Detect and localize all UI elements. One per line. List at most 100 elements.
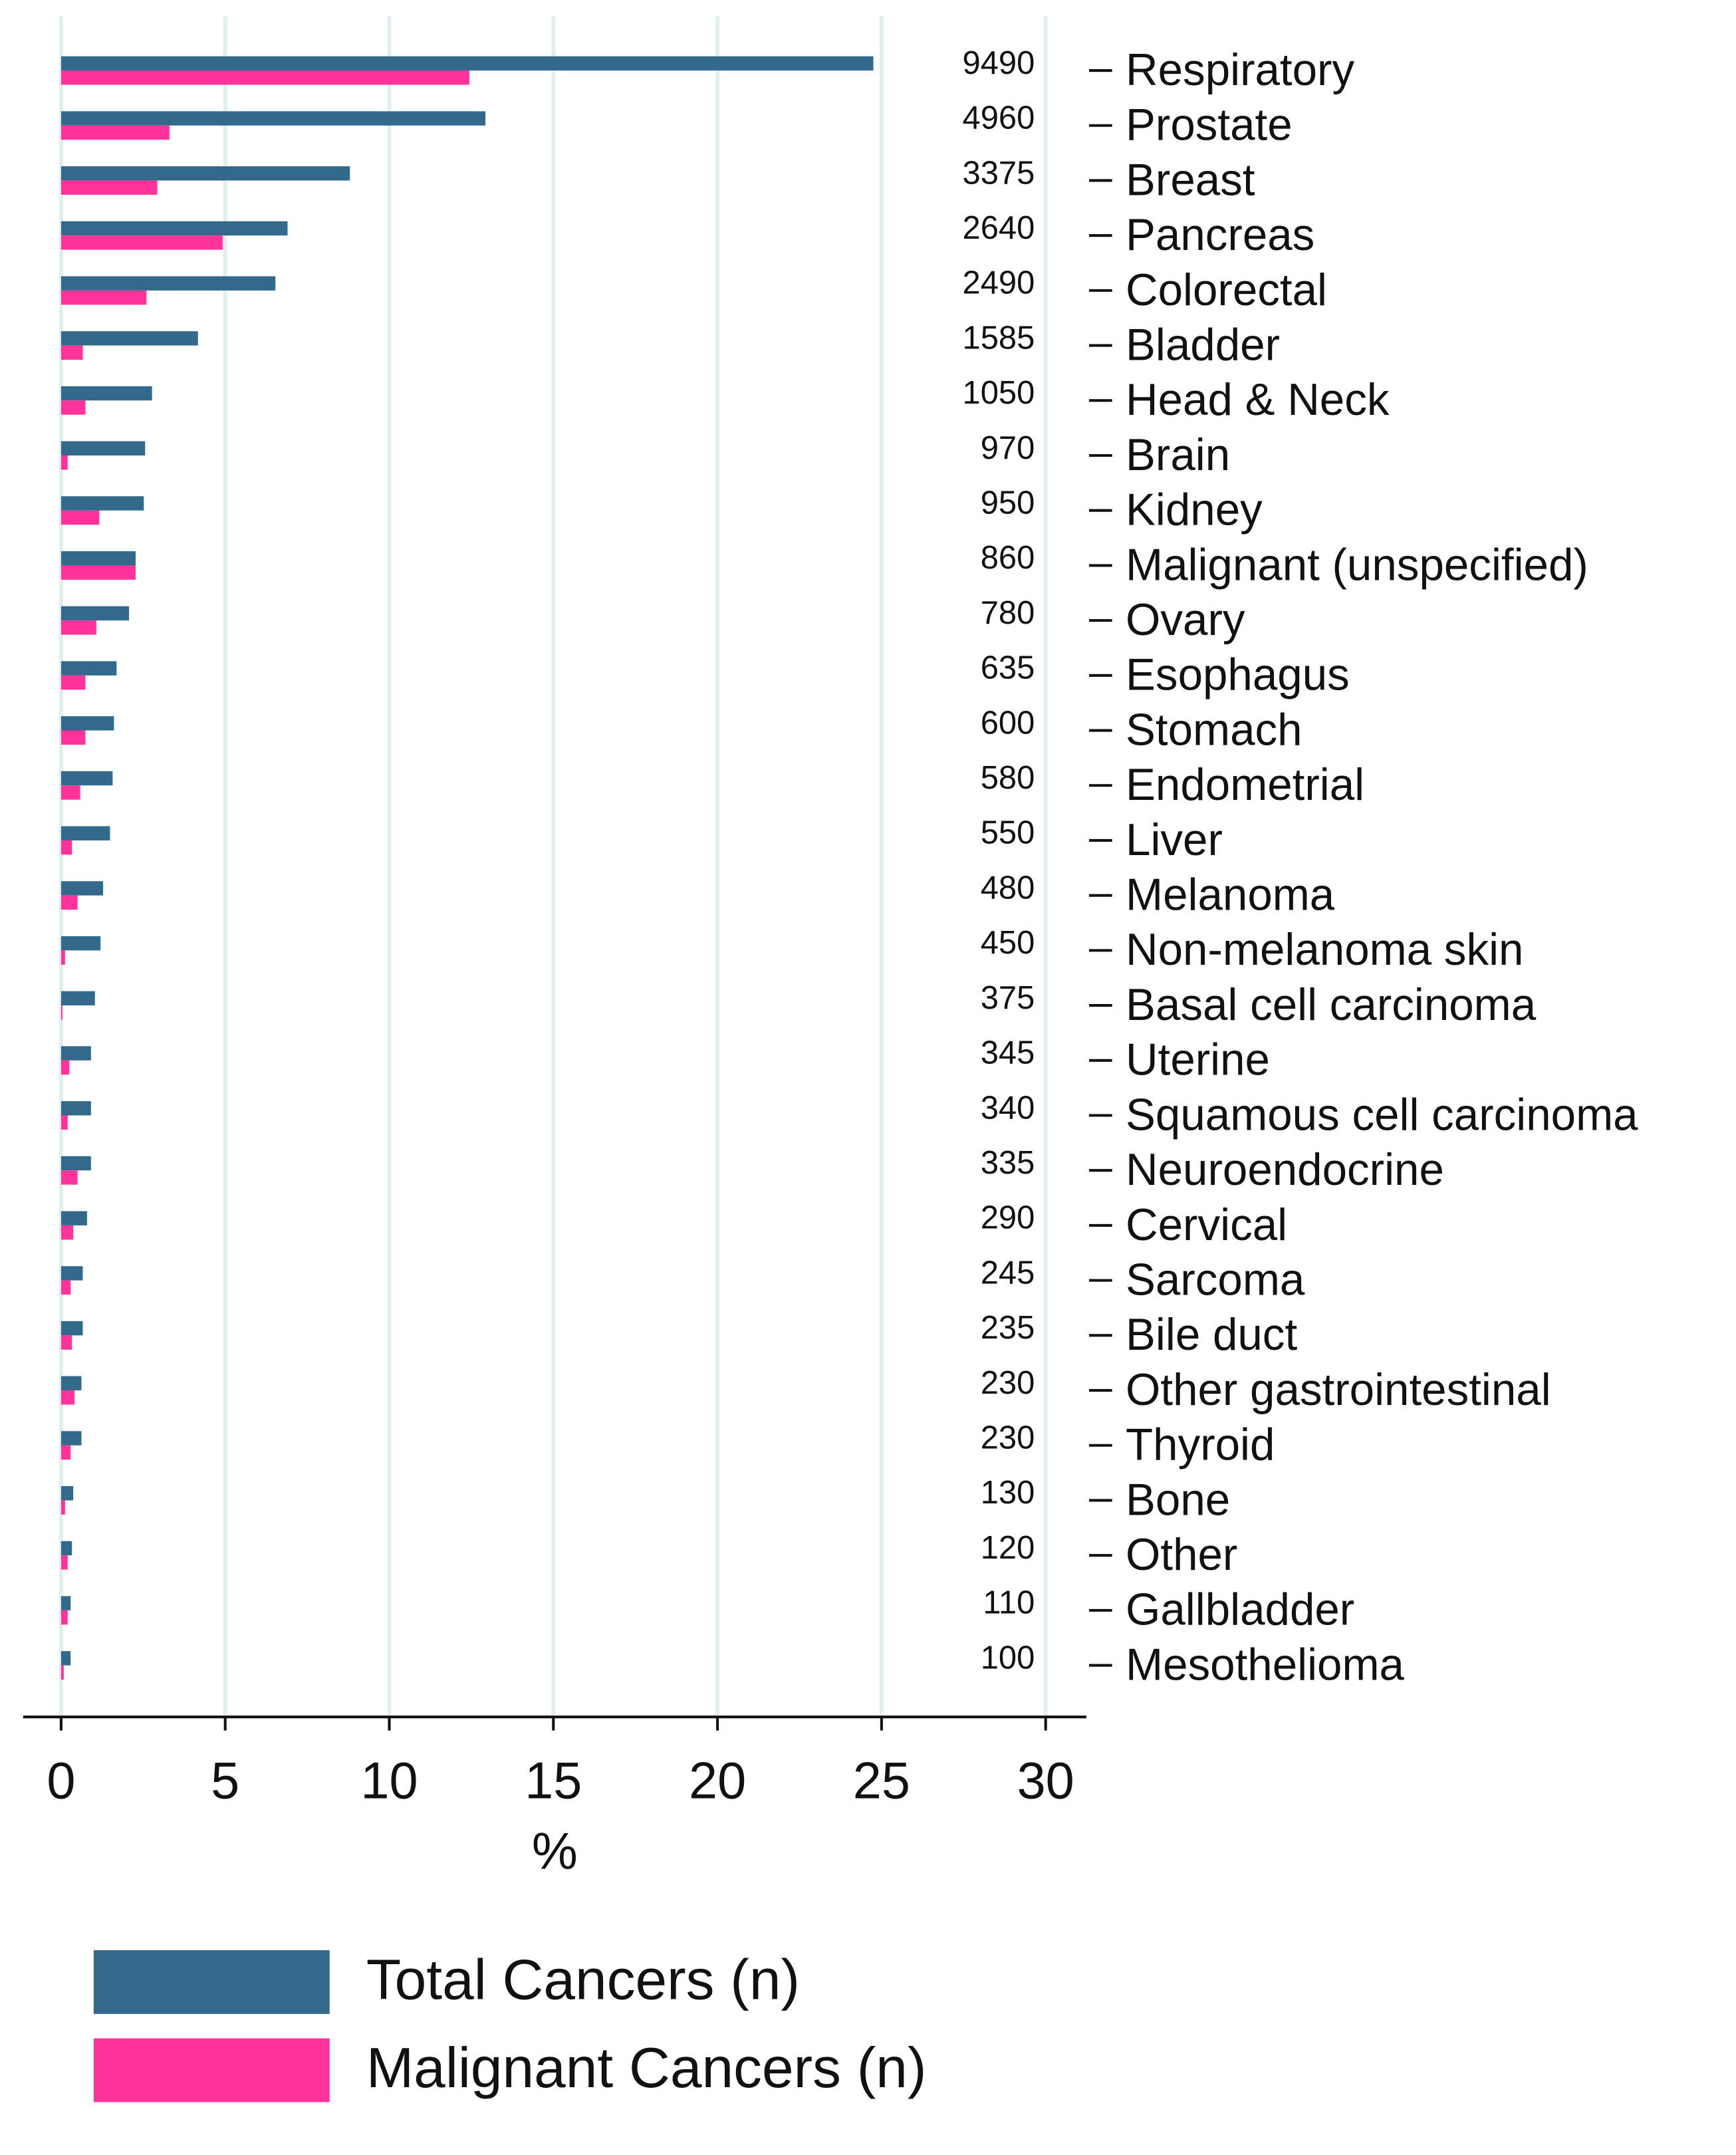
category-label: Neuroendocrine [1126, 1145, 1444, 1195]
bar [61, 125, 170, 140]
bar [61, 441, 146, 456]
bar [61, 70, 469, 85]
category-label: Gallbladder [1126, 1585, 1354, 1635]
category-label: Liver [1126, 815, 1223, 865]
bar [61, 1555, 68, 1570]
bar [61, 1665, 64, 1680]
bar [61, 785, 80, 800]
bar [61, 1431, 82, 1446]
category-label: Kidney [1126, 485, 1263, 535]
bar [61, 1266, 83, 1281]
bar [61, 826, 110, 840]
category-label: Uterine [1126, 1035, 1270, 1085]
bar [61, 56, 874, 71]
count-label: 290 [981, 1200, 1035, 1236]
category-label: Sarcoma [1126, 1255, 1305, 1305]
count-label: 2640 [963, 210, 1035, 246]
count-label: 130 [981, 1475, 1035, 1511]
category-label: Stomach [1126, 705, 1302, 755]
legend-label: Total Cancers (n) [366, 1948, 800, 2012]
category-label: Cervical [1126, 1200, 1287, 1250]
bar [61, 551, 136, 566]
count-label: 345 [981, 1035, 1035, 1071]
category-label: Esophagus [1126, 650, 1350, 700]
count-label: 340 [981, 1090, 1035, 1126]
bar [61, 936, 101, 951]
bar [61, 661, 117, 676]
bar [61, 1115, 68, 1130]
bar [61, 400, 86, 415]
count-label: 580 [981, 760, 1035, 796]
bar [61, 881, 104, 896]
count-label: 4960 [963, 100, 1035, 136]
bar [61, 1211, 87, 1225]
bar [61, 1170, 78, 1185]
bar [61, 331, 198, 346]
bar [61, 1005, 62, 1020]
bar [61, 1445, 71, 1460]
bar [61, 1376, 82, 1391]
count-label: 860 [981, 540, 1035, 576]
legend-label: Malignant Cancers (n) [366, 2036, 927, 2100]
count-label: 1585 [963, 320, 1035, 356]
bar [61, 840, 72, 855]
bar [61, 1596, 71, 1610]
bar [61, 345, 83, 360]
count-label: 3375 [963, 155, 1035, 191]
category-label: Prostate [1126, 100, 1293, 150]
category-label: Non-melanoma skin [1126, 925, 1523, 975]
bar [61, 496, 144, 511]
bar [61, 1500, 65, 1515]
category-label: Bladder [1126, 320, 1280, 370]
bar [61, 386, 152, 401]
bar [61, 1486, 74, 1501]
bar [61, 1060, 70, 1075]
count-label: 2490 [963, 265, 1035, 301]
count-label: 970 [981, 430, 1035, 466]
bar [61, 620, 96, 635]
count-label: 780 [981, 595, 1035, 631]
category-label: Respiratory [1126, 45, 1354, 95]
count-label: 600 [981, 705, 1035, 741]
x-tick-label: 25 [853, 1753, 910, 1810]
count-label: 110 [983, 1585, 1035, 1621]
bar [61, 675, 86, 690]
bar [61, 1390, 75, 1405]
bar [61, 1156, 91, 1171]
category-label: Ovary [1126, 595, 1245, 645]
count-label: 550 [981, 815, 1035, 851]
count-label: 635 [981, 650, 1035, 686]
count-label: 335 [981, 1145, 1035, 1181]
category-label: Brain [1126, 430, 1230, 480]
bar [61, 221, 288, 236]
count-label: 375 [981, 980, 1035, 1016]
bar [61, 1101, 91, 1116]
bar [61, 991, 95, 1006]
category-label: Other gastrointestinal [1126, 1365, 1551, 1415]
category-label: Squamous cell carcinoma [1126, 1090, 1638, 1140]
bar [61, 455, 68, 470]
x-tick-label: 30 [1017, 1753, 1074, 1810]
count-label: 120 [981, 1530, 1035, 1566]
category-label: Melanoma [1126, 870, 1335, 920]
x-tick-label: 15 [525, 1753, 582, 1810]
category-label: Breast [1126, 155, 1255, 205]
bar [61, 111, 486, 126]
legend-swatch [93, 2038, 330, 2102]
bar [61, 510, 100, 525]
count-label: 100 [981, 1640, 1035, 1676]
category-label: Bone [1126, 1475, 1230, 1525]
bar [61, 1046, 91, 1061]
count-label: 450 [981, 925, 1035, 961]
count-label: 230 [981, 1420, 1035, 1456]
category-label: Mesothelioma [1126, 1640, 1405, 1690]
category-label: Malignant (unspecified) [1126, 540, 1588, 590]
bar [61, 1280, 71, 1295]
category-label: Bile duct [1126, 1310, 1297, 1360]
count-label: 230 [981, 1365, 1035, 1401]
category-label: Other [1126, 1530, 1237, 1580]
bar [61, 1541, 72, 1556]
x-tick-label: 0 [47, 1753, 75, 1810]
